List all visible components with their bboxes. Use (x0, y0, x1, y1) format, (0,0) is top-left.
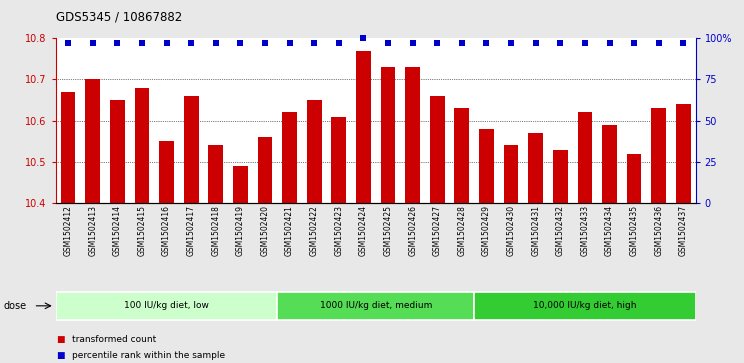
Bar (208, 146, 223, 203)
Bar (528, 133, 543, 203)
Bar (651, 108, 666, 203)
Bar (626, 154, 641, 203)
Text: percentile rank within the sample: percentile rank within the sample (72, 351, 225, 360)
Bar (56, 292, 278, 320)
Bar (159, 141, 174, 203)
Bar (278, 292, 474, 320)
Bar (356, 50, 371, 203)
Bar (504, 146, 519, 203)
Text: 100 IU/kg diet, low: 100 IU/kg diet, low (124, 301, 209, 310)
Bar (455, 108, 469, 203)
Bar (676, 104, 690, 203)
Bar (602, 125, 617, 203)
Bar (307, 100, 321, 203)
Bar (479, 129, 494, 203)
Bar (282, 113, 297, 203)
Text: ■: ■ (56, 351, 64, 360)
Bar (381, 67, 395, 203)
Bar (184, 96, 199, 203)
Bar (405, 67, 420, 203)
Bar (553, 150, 568, 203)
Text: dose: dose (4, 301, 27, 311)
Bar (233, 166, 248, 203)
Text: ■: ■ (56, 335, 64, 344)
Bar (61, 92, 75, 203)
Bar (135, 88, 150, 203)
Bar (331, 117, 346, 203)
Text: 1000 IU/kg diet, medium: 1000 IU/kg diet, medium (319, 301, 432, 310)
Text: transformed count: transformed count (72, 335, 156, 344)
Bar (110, 100, 125, 203)
Bar (577, 113, 592, 203)
Text: 10,000 IU/kg diet, high: 10,000 IU/kg diet, high (533, 301, 637, 310)
Bar (86, 79, 100, 203)
Text: GDS5345 / 10867882: GDS5345 / 10867882 (56, 11, 182, 24)
Bar (430, 96, 445, 203)
Bar (257, 137, 272, 203)
Bar (474, 292, 696, 320)
